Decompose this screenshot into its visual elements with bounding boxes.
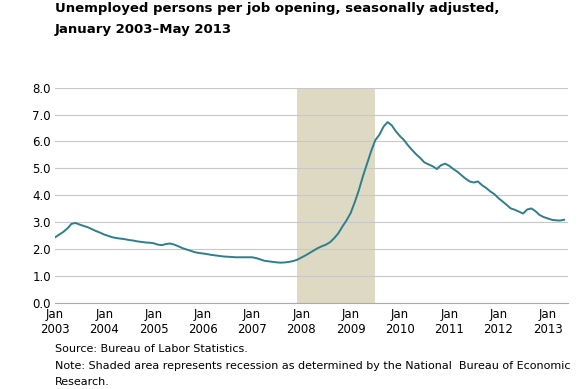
Text: Unemployed persons per job opening, seasonally adjusted,: Unemployed persons per job opening, seas…: [55, 2, 499, 15]
Text: Research.: Research.: [55, 377, 110, 387]
Text: Source: Bureau of Labor Statistics.: Source: Bureau of Labor Statistics.: [55, 344, 248, 354]
Text: Note: Shaded area represents recession as determined by the National  Bureau of : Note: Shaded area represents recession a…: [55, 361, 571, 371]
Text: January 2003–May 2013: January 2003–May 2013: [55, 23, 232, 36]
Bar: [298, 88, 375, 303]
